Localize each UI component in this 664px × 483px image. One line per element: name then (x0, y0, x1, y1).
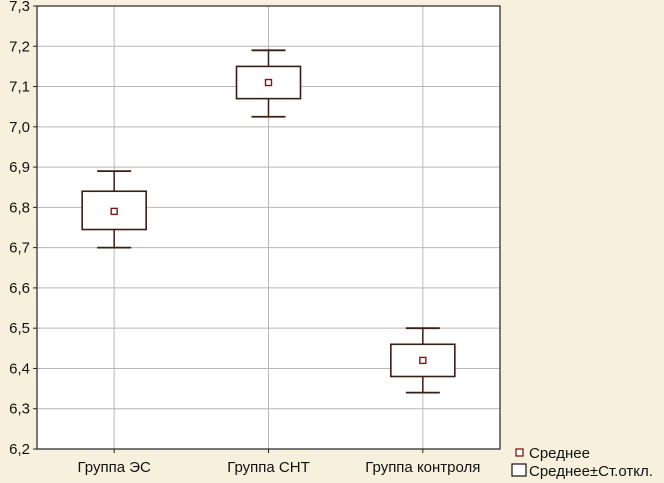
box-group (390, 327, 456, 394)
y-tick-label: 6,6 (9, 280, 30, 297)
y-tick-label: 7,2 (9, 38, 30, 55)
mean-marker (264, 78, 273, 87)
legend-mean-label: Среднее (529, 445, 590, 462)
legend-mean-swatch (515, 448, 524, 457)
legend-sd-swatch (511, 463, 527, 477)
box-series (81, 49, 456, 394)
x-tick-label: Группа контроля (365, 459, 480, 476)
x-tick-label: Группа СНТ (227, 459, 310, 476)
y-tick-label: 6,5 (9, 320, 30, 337)
y-tick-label: 7,3 (9, 0, 30, 15)
legend-sd-label: Среднее±Ст.откл. (529, 463, 653, 480)
mean-marker (110, 207, 118, 216)
mean-marker (419, 356, 427, 365)
y-tick-label: 6,2 (9, 441, 30, 458)
box-group (81, 170, 147, 249)
y-tick-label: 7,1 (9, 79, 30, 96)
y-tick-label: 6,8 (9, 199, 30, 216)
box-group (235, 49, 302, 118)
y-tick-label: 6,3 (9, 401, 30, 418)
x-axis-ticks: Группа ЭС Группа СНТ Группа контроля (78, 449, 480, 476)
y-tick-label: 7,0 (9, 119, 30, 136)
x-tick-label: Группа ЭС (78, 459, 151, 476)
y-tick-label: 6,9 (9, 159, 30, 176)
y-tick-label: 6,7 (9, 240, 30, 257)
y-tick-label: 6,4 (9, 360, 30, 377)
y-axis-ticks: 6,2 6,3 6,4 6,5 6,6 6,7 6,8 6,9 7,0 7,1 7,2 7,3 (9, 0, 37, 458)
plot-frame (36, 5, 501, 450)
